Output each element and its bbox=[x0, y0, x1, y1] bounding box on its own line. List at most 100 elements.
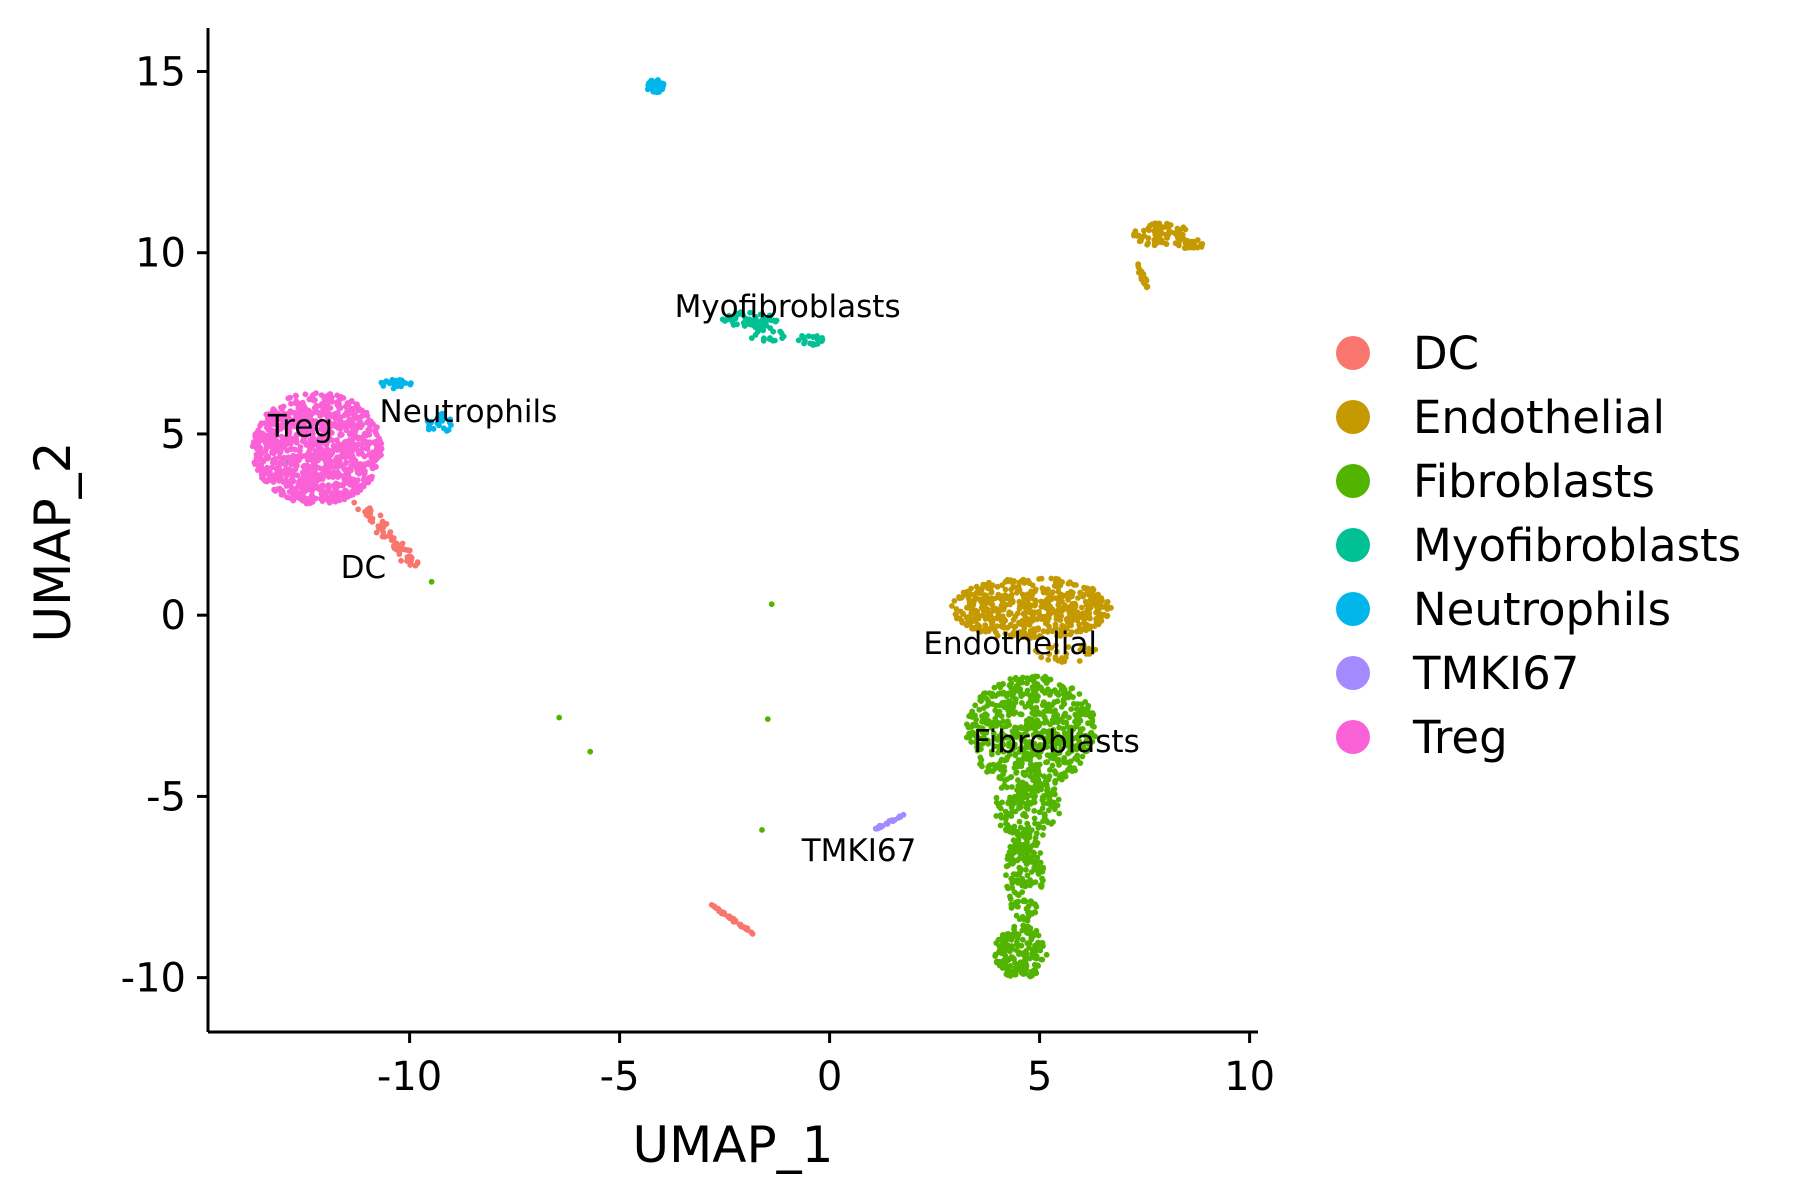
data-point bbox=[993, 615, 1000, 622]
data-point bbox=[1031, 808, 1038, 814]
data-point bbox=[1062, 710, 1069, 717]
data-point bbox=[1034, 682, 1041, 689]
data-point bbox=[1013, 683, 1020, 690]
data-point bbox=[1034, 858, 1041, 865]
data-point bbox=[1017, 746, 1024, 753]
data-point bbox=[968, 739, 975, 745]
data-point bbox=[748, 335, 755, 341]
data-point bbox=[1144, 241, 1151, 248]
data-point bbox=[1048, 689, 1054, 695]
data-point bbox=[1011, 709, 1018, 715]
data-point bbox=[766, 336, 773, 342]
data-point bbox=[1089, 648, 1095, 655]
data-point bbox=[326, 425, 333, 432]
data-point bbox=[897, 814, 904, 820]
data-point bbox=[1059, 776, 1065, 783]
legend-swatch bbox=[1336, 720, 1370, 754]
data-point bbox=[711, 903, 717, 909]
data-point bbox=[737, 309, 744, 316]
data-point bbox=[979, 763, 985, 770]
data-point bbox=[982, 719, 989, 726]
data-point bbox=[982, 581, 989, 588]
data-point bbox=[727, 914, 733, 921]
data-point bbox=[760, 337, 767, 344]
data-point bbox=[800, 334, 807, 340]
data-point bbox=[1003, 872, 1009, 879]
data-point bbox=[1004, 972, 1011, 978]
data-point bbox=[1003, 813, 1010, 820]
data-point bbox=[1020, 736, 1027, 743]
data-point bbox=[1151, 236, 1158, 243]
data-point bbox=[1087, 713, 1093, 720]
x-tick-label: 5 bbox=[1027, 1054, 1052, 1100]
data-point bbox=[1002, 586, 1009, 593]
data-point bbox=[1075, 595, 1081, 601]
data-point bbox=[1031, 695, 1038, 702]
data-point bbox=[980, 690, 987, 697]
data-point bbox=[994, 583, 1001, 590]
data-point bbox=[1051, 786, 1058, 792]
data-point bbox=[274, 441, 281, 448]
data-point bbox=[1055, 796, 1062, 803]
data-point bbox=[259, 430, 266, 437]
data-point bbox=[968, 724, 975, 730]
data-point bbox=[1007, 774, 1014, 781]
data-point bbox=[1012, 623, 1019, 630]
x-tick-label: 10 bbox=[1224, 1054, 1275, 1100]
data-point bbox=[1057, 617, 1064, 623]
data-point bbox=[884, 820, 891, 827]
data-point bbox=[747, 321, 753, 328]
data-point bbox=[1006, 611, 1012, 618]
data-point bbox=[1012, 800, 1018, 806]
data-point bbox=[1028, 900, 1035, 907]
data-point bbox=[1009, 885, 1016, 891]
data-point bbox=[1136, 265, 1143, 272]
data-point bbox=[1010, 629, 1017, 636]
data-point bbox=[1024, 726, 1030, 733]
data-point bbox=[1006, 740, 1012, 746]
data-point bbox=[810, 342, 816, 348]
data-point bbox=[365, 459, 372, 466]
data-point bbox=[1022, 704, 1029, 710]
data-point bbox=[290, 478, 297, 485]
data-point bbox=[365, 451, 372, 458]
data-point bbox=[333, 458, 340, 465]
data-point bbox=[985, 598, 992, 604]
data-point bbox=[1048, 575, 1055, 582]
data-point bbox=[261, 420, 268, 427]
cluster-label-tmki67: TMKI67 bbox=[801, 833, 917, 869]
data-point bbox=[292, 466, 299, 473]
data-point bbox=[981, 734, 987, 741]
data-point bbox=[993, 629, 999, 636]
data-point bbox=[1016, 805, 1022, 812]
cluster-label-neutrophils: Neutrophils bbox=[380, 394, 558, 430]
data-point bbox=[369, 465, 376, 472]
data-point bbox=[1034, 616, 1040, 623]
data-point bbox=[1077, 726, 1084, 733]
data-point bbox=[1044, 759, 1051, 765]
legend-item-endothelial: Endothelial bbox=[1336, 391, 1665, 444]
data-point bbox=[1020, 966, 1027, 973]
data-point bbox=[1010, 871, 1017, 877]
data-point bbox=[1077, 744, 1083, 751]
data-point bbox=[315, 409, 321, 416]
data-point bbox=[1052, 621, 1059, 628]
data-point bbox=[1070, 581, 1077, 588]
data-point bbox=[1012, 841, 1019, 848]
data-point bbox=[1176, 238, 1182, 245]
data-point bbox=[1049, 702, 1055, 708]
data-point bbox=[1040, 628, 1047, 634]
data-point bbox=[333, 480, 339, 487]
data-point bbox=[1023, 787, 1029, 794]
data-point bbox=[1078, 711, 1085, 718]
data-point bbox=[1017, 676, 1024, 683]
data-point bbox=[1020, 880, 1027, 887]
data-point bbox=[1003, 942, 1009, 949]
data-point bbox=[984, 768, 990, 775]
data-point bbox=[1024, 806, 1031, 812]
data-point bbox=[1033, 704, 1040, 711]
data-point bbox=[339, 448, 345, 455]
data-point bbox=[956, 595, 963, 602]
legend-swatch bbox=[1336, 592, 1370, 626]
data-point bbox=[287, 408, 294, 415]
